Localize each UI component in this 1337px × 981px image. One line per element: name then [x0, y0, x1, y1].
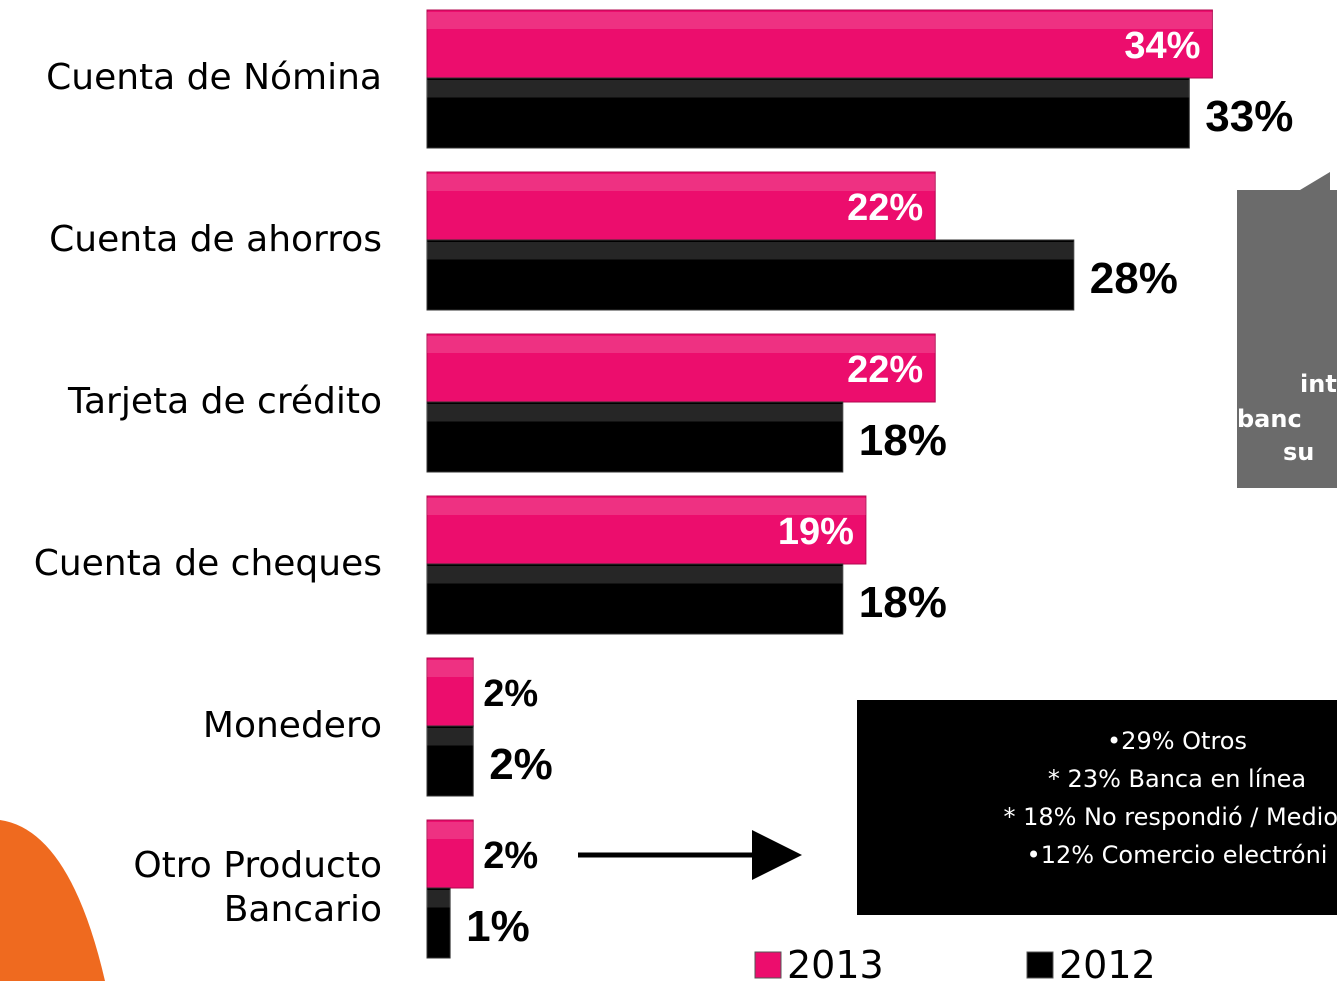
callout-pointer [1300, 172, 1330, 190]
value-label: 18% [859, 578, 947, 627]
bar-shine [427, 822, 473, 839]
value-label: 2% [489, 740, 553, 789]
bar-shine [427, 728, 473, 746]
value-label: 28% [1090, 254, 1178, 303]
value-label: 2% [483, 835, 538, 877]
category-label: Tarjeta de crédito [10, 380, 382, 424]
annotation-line: * 18% No respondió / Medios [857, 798, 1337, 836]
annotation-line: •12% Comercio electróni [857, 836, 1337, 874]
value-label: 19% [778, 511, 854, 553]
bar-shine [427, 80, 1189, 98]
annotation-text: •29% Otros* 23% Banca en línea* 18% No r… [857, 722, 1337, 874]
category-label: Cuenta de cheques [10, 542, 382, 586]
category-label: Otro Producto Bancario [10, 844, 382, 932]
value-label: 18% [859, 416, 947, 465]
value-label: 22% [847, 187, 923, 229]
category-label: Monedero [10, 704, 382, 748]
legend-label: 2012 [1059, 943, 1156, 981]
bar-shine [427, 404, 843, 422]
legend-swatch [1027, 952, 1053, 978]
bar-shine [427, 242, 1074, 260]
bar-shine [427, 12, 1212, 29]
legend-swatch [755, 952, 781, 978]
bar-shine [427, 566, 843, 584]
value-label: 2% [483, 673, 538, 715]
category-label: Cuenta de ahorros [10, 218, 382, 262]
annotation-line: •29% Otros [857, 722, 1337, 760]
callout-text: su [1283, 438, 1314, 466]
bar-shine [427, 890, 450, 908]
value-label: 1% [466, 902, 530, 951]
page: 34%33%22%28%22%18%19%18%2%2%2%1%20132012… [0, 0, 1337, 981]
bar-shine [427, 660, 473, 677]
legend-label: 2013 [787, 943, 884, 981]
annotation-box: •29% Otros* 23% Banca en línea* 18% No r… [857, 700, 1337, 915]
category-label: Cuenta de Nómina [10, 56, 382, 100]
value-label: 34% [1124, 25, 1200, 67]
value-label: 22% [847, 349, 923, 391]
annotation-line: * 23% Banca en línea [857, 760, 1337, 798]
callout-text: int [1300, 370, 1337, 398]
callout-text: banc [1237, 405, 1302, 433]
value-label: 33% [1205, 92, 1293, 141]
